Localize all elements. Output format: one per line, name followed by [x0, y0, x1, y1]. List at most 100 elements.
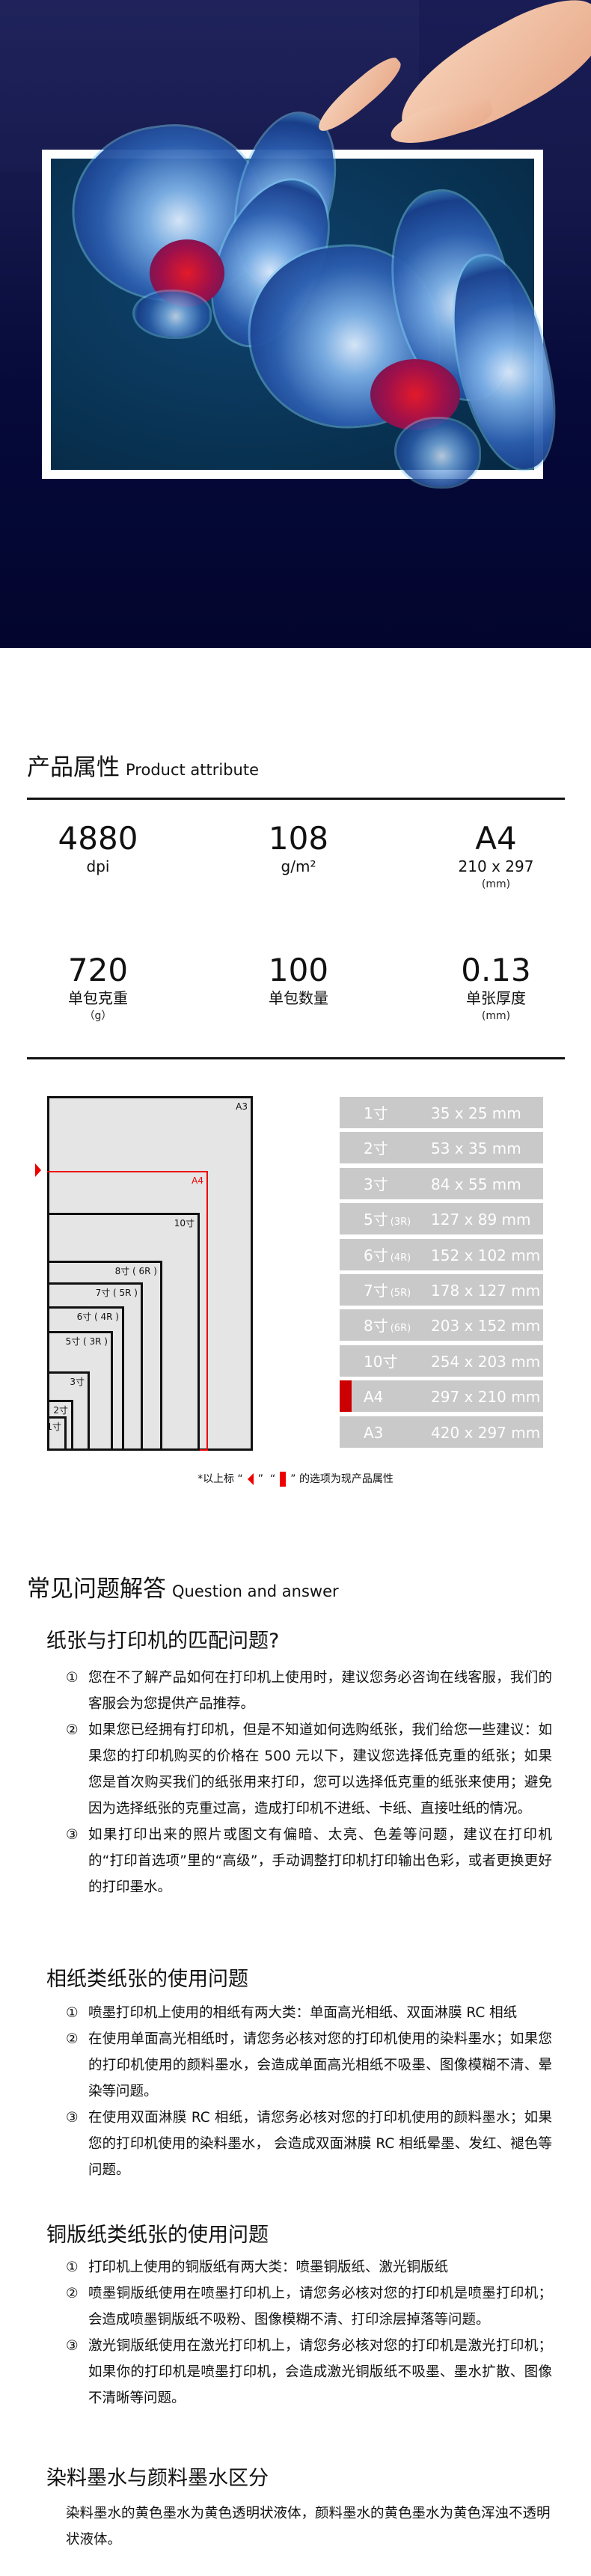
size-dimensions: 152 x 102 mm — [431, 1246, 541, 1264]
size-dimensions: 178 x 127 mm — [431, 1282, 541, 1300]
item-number: ② — [66, 1722, 79, 1738]
size-tag: (6R) — [390, 1323, 411, 1335]
item-number: ③ — [66, 2110, 79, 2126]
size-name: A4 — [364, 1380, 383, 1413]
attr-value: A4 — [475, 820, 517, 857]
size-name: A3 — [364, 1416, 383, 1449]
size-label: 6寸 ( 4R ) — [76, 1312, 119, 1322]
size-table-row: 1寸 35 x 25 mm — [340, 1097, 543, 1128]
attr-value: 720 — [67, 952, 129, 988]
attr-resolution: 4880 dpi — [1, 821, 195, 876]
size-name: 3寸 — [364, 1168, 388, 1201]
size-name-text: 2寸 — [364, 1139, 388, 1158]
faq-items: ① 喷墨打印机上使用的相纸有两大类：单面高光相纸、双面淋膜 RC 相纸 ② 在使用单面… — [66, 2000, 552, 2183]
divider — [27, 798, 565, 800]
faq-text: 染料墨水的黄色墨水为黄色透明状液体，颜料墨水的黄色墨水为黄色浑浊不透明状液体。 — [66, 2506, 551, 2548]
attr-value: 108 — [268, 820, 329, 857]
hero-banner — [0, 0, 591, 648]
attr-pack-weight: 720 单包克重 （g） — [1, 952, 195, 1024]
size-dimensions: 35 x 25 mm — [431, 1104, 521, 1122]
attr-thickness: 0.13 单张厚度 (mm) — [399, 952, 591, 1024]
size-table-row: A4 297 x 210 mm — [340, 1380, 543, 1413]
faq-heading: 纸张与打印机的匹配问题? — [46, 1630, 280, 1653]
faq-paragraph: 染料墨水的黄色墨水为黄色透明状液体，颜料墨水的黄色墨水为黄色浑浊不透明状液体。 — [66, 2500, 552, 2553]
size-box: 1寸 — [46, 1416, 67, 1451]
size-label: 3寸 — [70, 1377, 85, 1387]
attributes-title-cn: 产品属性 — [27, 754, 120, 781]
size-table-row: 5寸 (3R) 127 x 89 mm — [340, 1203, 543, 1235]
size-name: 5寸 (3R) — [364, 1203, 411, 1239]
faq-item: ① 打印机上使用的铜版纸有两大类：喷墨铜版纸、激光铜版纸 — [66, 2254, 552, 2280]
item-text: 如果打印出来的照片或图文有偏暗、太亮、色差等问题，建议在打印机的“打印首选项”里… — [88, 1827, 552, 1895]
attr-sub: （g） — [84, 1010, 112, 1022]
size-name-text: 3寸 — [364, 1175, 388, 1193]
item-number: ② — [66, 2286, 79, 2301]
size-table-row: A3 420 x 297 mm — [340, 1416, 543, 1448]
item-number: ③ — [66, 2338, 79, 2354]
size-name: 7寸 (5R) — [364, 1274, 411, 1310]
faq-title-en: Question and answer — [172, 1582, 339, 1600]
faq-item: ③ 如果打印出来的照片或图文有偏暗、太亮、色差等问题，建议在打印机的“打印首选项”… — [66, 1822, 552, 1900]
size-table-row: 8寸 (6R) 203 x 152 mm — [340, 1309, 543, 1341]
size-label: 8寸 ( 6R ) — [114, 1266, 157, 1276]
faq-item: ③ 在使用双面淋膜 RC 相纸，请您务必核对您的打印机使用的颜料墨水；如果您的打印… — [66, 2105, 552, 2183]
legend-note: *以上标 “ ” “ ” 的选项为现产品属性 — [0, 1470, 591, 1488]
size-name: 1寸 — [364, 1097, 388, 1130]
size-name-text: 10寸 — [364, 1352, 398, 1371]
attr-pack-count: 100 单包数量 — [201, 952, 396, 1008]
faq-item: ② 如果您已经拥有打印机，但是不知道如何选购纸张，我们给您一些建议：如果您的打印机… — [66, 1717, 552, 1822]
size-tag: (3R) — [390, 1217, 411, 1229]
faq-item: ③ 激光铜版纸使用在激光打印机上，请您务必核对您的打印机是激光打印机；如果你的打印… — [66, 2333, 552, 2411]
attr-unit: 单包数量 — [269, 989, 328, 1007]
item-number: ① — [66, 2260, 79, 2275]
attr-weight: 108 g/m² — [201, 821, 396, 876]
faq-item: ② 在使用单面高光相纸时，请您务必核对您的打印机使用的染料墨水；如果您的打印机使用… — [66, 2026, 552, 2105]
attr-value: 100 — [268, 952, 329, 988]
size-name: 10寸 — [364, 1345, 397, 1378]
size-dimensions: 203 x 152 mm — [431, 1317, 541, 1336]
faq-title-cn: 常见问题解答 — [27, 1576, 166, 1603]
attr-unit: 单张厚度 — [466, 989, 526, 1007]
attr-unit: g/m² — [281, 857, 316, 875]
size-name-text: 1寸 — [364, 1104, 388, 1122]
divider — [27, 1057, 565, 1059]
size-label-a3: A3 — [236, 1101, 248, 1112]
size-table-row: 6寸 (4R) 152 x 102 mm — [340, 1238, 543, 1270]
size-label: 7寸 ( 5R ) — [95, 1288, 138, 1298]
size-name-text: 8寸 — [364, 1317, 388, 1336]
size-dimensions: 127 x 89 mm — [431, 1211, 531, 1229]
attributes-title: 产品属性 Product attribute — [27, 748, 259, 782]
item-text: 您在不了解产品如何在打印机上使用时，建议您务必咨询在线客服，我们的客服会为您提供… — [88, 1670, 552, 1712]
attr-unit: 单包克重 — [68, 989, 128, 1007]
item-number: ③ — [66, 1827, 79, 1843]
size-name: 6寸 (4R) — [364, 1239, 411, 1275]
size-dimensions: 297 x 210 mm — [431, 1388, 541, 1407]
size-tag: (4R) — [390, 1252, 411, 1264]
size-table-row: 3寸 84 x 55 mm — [340, 1167, 543, 1201]
faq-title: 常见问题解答 Question and answer — [27, 1570, 339, 1603]
item-text: 在使用双面淋膜 RC 相纸，请您务必核对您的打印机使用的颜料墨水；如果您的打印机… — [88, 2110, 552, 2178]
selected-marker-icon — [35, 1163, 41, 1177]
triangle-marker-icon — [247, 1473, 254, 1485]
faq-heading: 铜版纸类纸张的使用问题 — [46, 2224, 269, 2247]
faq-items: ① 打印机上使用的铜版纸有两大类：喷墨铜版纸、激光铜版纸 ② 喷墨铜版纸使用在喷墨打印… — [66, 2254, 552, 2411]
item-text: 在使用单面高光相纸时，请您务必核对您的打印机使用的染料墨水；如果您的打印机使用的… — [88, 2031, 552, 2099]
item-text: 喷墨铜版纸使用在喷墨打印机上，请您务必核对您的打印机是喷墨打印机；会造成喷墨铜版… — [88, 2286, 552, 2328]
attr-size: A4 210 x 297 (mm) — [399, 821, 591, 893]
attr-sub: (mm) — [481, 1010, 511, 1022]
size-dimensions: 53 x 35 mm — [431, 1139, 521, 1158]
size-table-row: 2寸 53 x 35 mm — [340, 1132, 543, 1164]
attr-value: 4880 — [58, 820, 138, 857]
size-table-row: 7寸 (5R) 178 x 127 mm — [340, 1274, 543, 1306]
attr-value: 0.13 — [461, 952, 531, 988]
item-text: 喷墨打印机上使用的相纸有两大类：单面高光相纸、双面淋膜 RC 相纸 — [88, 2005, 518, 2021]
paper-size-diagram: A3 A4 10寸 8寸 ( 6R ) 7寸 ( 5R ) 6寸 ( 4R ) 5寸 ( … — [46, 1096, 253, 1451]
attributes-title-en: Product attribute — [126, 761, 260, 779]
size-dimensions: 420 x 297 mm — [431, 1423, 541, 1442]
size-label: 1寸 — [46, 1422, 61, 1432]
size-label: 10寸 — [174, 1218, 195, 1229]
bar-marker-icon — [280, 1472, 287, 1487]
item-number: ② — [66, 2031, 79, 2047]
legend-quote: “ — [269, 1473, 276, 1485]
size-label: 5寸 ( 3R ) — [65, 1336, 108, 1347]
